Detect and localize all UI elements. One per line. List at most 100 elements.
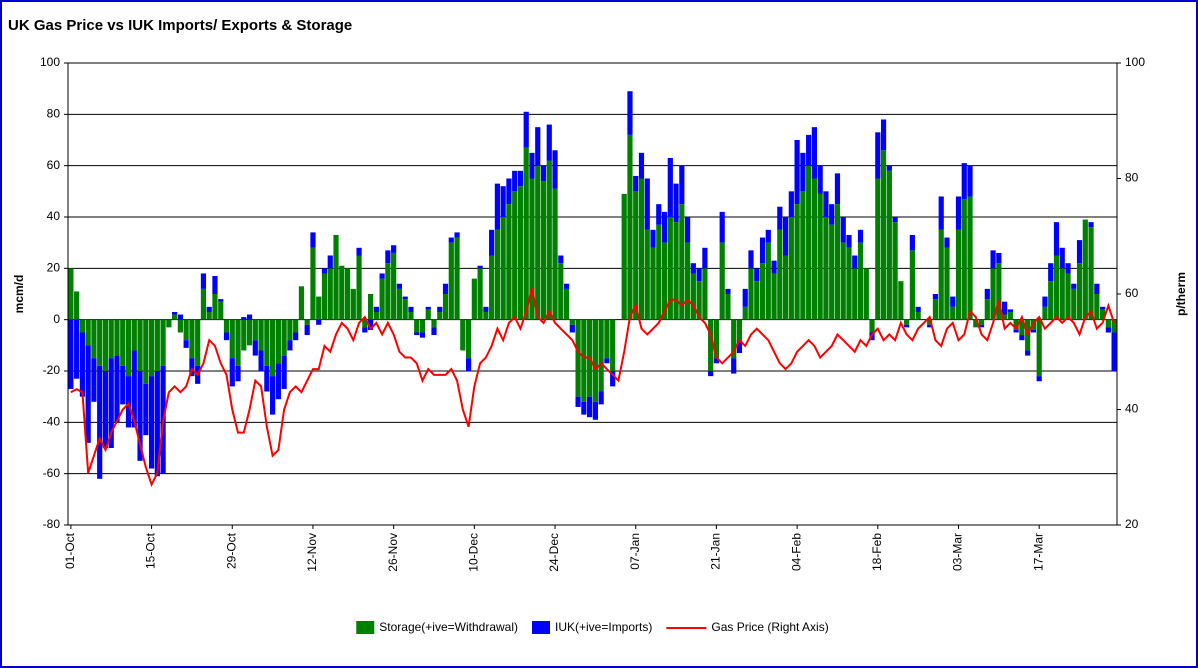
bar (610, 319, 616, 371)
bar (1094, 283, 1100, 294)
x-tick-label: 10-Dec (467, 533, 481, 572)
bar (264, 365, 270, 392)
y-tick-label: 60 (47, 158, 61, 172)
bar (298, 286, 305, 320)
bar (344, 268, 351, 320)
legend-swatch (356, 621, 375, 634)
bar (270, 376, 276, 415)
bar (754, 281, 760, 320)
bar (771, 273, 777, 320)
bar (172, 314, 178, 320)
bar (246, 319, 253, 346)
bar (1059, 268, 1065, 320)
bar (932, 294, 939, 300)
bar (1053, 255, 1060, 320)
y-tick-label: -40 (43, 415, 61, 429)
bar (633, 175, 639, 192)
bar (1088, 227, 1094, 320)
bar (189, 319, 195, 359)
bar (223, 319, 230, 333)
x-tick-label: 07-Jan (628, 533, 642, 570)
bar (327, 268, 333, 320)
bar (281, 355, 287, 389)
bar (108, 358, 114, 448)
bar (425, 309, 431, 320)
bar (811, 127, 817, 179)
bar (829, 224, 835, 320)
bar (938, 196, 944, 230)
bar (944, 247, 950, 320)
bar (978, 324, 985, 328)
bar (892, 217, 898, 223)
bar (442, 283, 449, 294)
bar (425, 306, 431, 310)
bar (656, 224, 662, 320)
bar (950, 296, 956, 307)
bar (1065, 273, 1071, 320)
y-tick-label: 20 (47, 261, 61, 275)
bar (442, 294, 449, 320)
bar (748, 250, 754, 269)
y2-tick-label: 100 (1125, 55, 1145, 69)
bar (1076, 263, 1083, 320)
bar (656, 204, 662, 225)
bar (546, 160, 552, 320)
bar (1088, 222, 1094, 228)
bar (823, 217, 829, 320)
y-tick-label: 100 (40, 55, 60, 69)
bar (667, 217, 673, 320)
bar (287, 319, 293, 341)
bar (708, 319, 714, 371)
bar (258, 350, 264, 371)
bar (414, 332, 420, 336)
bar (385, 250, 391, 264)
bar (719, 242, 725, 320)
bar (759, 263, 766, 320)
bar (68, 319, 74, 389)
bar (915, 311, 921, 320)
bar (304, 324, 310, 336)
bar (195, 319, 201, 366)
bar (114, 319, 120, 356)
bar (108, 319, 114, 359)
bar (990, 250, 996, 269)
bar (431, 319, 437, 328)
bar (771, 260, 777, 274)
bar (79, 332, 86, 397)
bar (794, 140, 800, 205)
bar (575, 396, 581, 407)
bar (229, 358, 235, 387)
legend-item: Storage(+ive=Withdrawal) (356, 620, 518, 634)
bar (333, 234, 339, 320)
bar (886, 170, 892, 320)
bar (270, 319, 276, 377)
legend-item: Gas Price (Right Axis) (666, 620, 829, 634)
x-tick-label: 24-Dec (547, 533, 561, 572)
bar (1094, 294, 1100, 320)
bar (627, 134, 633, 320)
bar (840, 242, 846, 320)
bar (218, 301, 224, 320)
bar (523, 111, 529, 148)
bar (356, 255, 362, 320)
bar (800, 191, 806, 320)
y2-axis-label: p/therm (1174, 272, 1188, 316)
bar (160, 319, 166, 366)
bar (1025, 350, 1031, 356)
bar (834, 173, 841, 205)
bar (1002, 301, 1008, 315)
bar (685, 217, 691, 243)
bar (460, 319, 466, 351)
bar (1030, 329, 1037, 333)
bar (304, 319, 310, 325)
bar (517, 170, 524, 187)
bar (742, 288, 748, 307)
bar (321, 273, 328, 320)
bar (517, 186, 524, 320)
bar (97, 365, 103, 479)
bar (177, 314, 183, 320)
bar (904, 319, 910, 325)
bar (592, 319, 598, 402)
bar (408, 311, 414, 320)
